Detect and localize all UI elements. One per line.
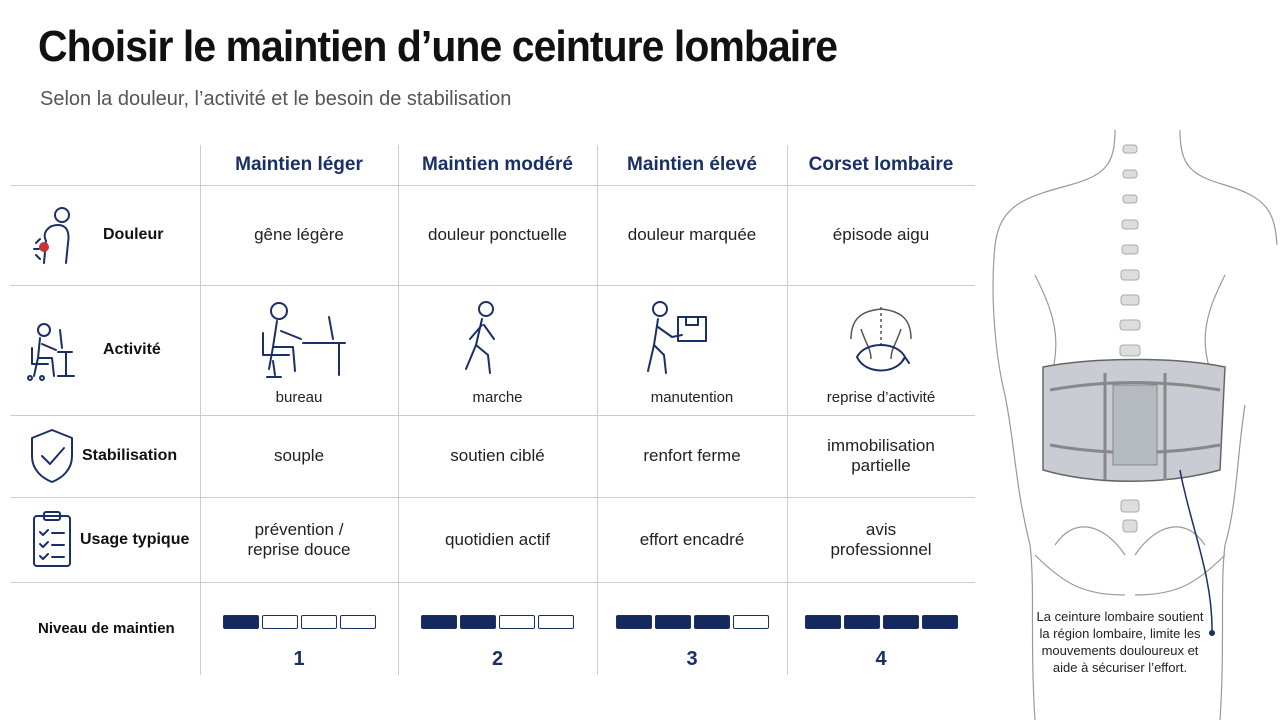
level-segment — [804, 615, 841, 629]
level-segment — [654, 615, 691, 629]
activity-icon — [850, 307, 912, 372]
column-divider — [398, 145, 399, 675]
level-segment — [261, 615, 298, 629]
column-header: Corset lombaire — [808, 154, 954, 175]
level-number: 1 — [293, 648, 305, 670]
level-segment — [921, 615, 958, 629]
row-label: Douleur — [103, 226, 164, 243]
level-segment — [693, 615, 730, 629]
back-illustration — [992, 129, 1278, 720]
cell: gêne légère — [254, 225, 344, 244]
level-number: 3 — [686, 648, 698, 670]
column-header: Maintien modéré — [422, 154, 573, 175]
column-divider — [597, 145, 598, 675]
level-segment — [222, 615, 259, 629]
row-label: Usage typique — [80, 530, 190, 548]
caption: La ceinture lombaire soutient la région … — [1036, 609, 1204, 675]
cell: immobilisation partielle — [827, 436, 935, 475]
cell: effort encadré — [639, 529, 745, 549]
level-segment — [499, 615, 535, 629]
cell: renfort ferme — [643, 446, 741, 465]
cell: souple — [273, 446, 325, 465]
row-icon — [31, 429, 73, 483]
activity-icon — [647, 301, 707, 374]
row-label: Stabilisation — [82, 447, 178, 464]
level-segment — [460, 615, 496, 629]
row-divider — [10, 185, 975, 186]
row-divider — [10, 582, 975, 583]
row-divider — [10, 415, 975, 416]
cell: soutien ciblé — [450, 446, 545, 465]
cell: douleur ponctuelle — [428, 225, 567, 244]
row-divider — [10, 497, 975, 498]
row-label: Activité — [103, 341, 161, 358]
cell: douleur marquée — [627, 225, 757, 244]
row-icon — [27, 323, 75, 381]
cell: manutention — [650, 388, 734, 406]
row-icon — [33, 207, 70, 264]
column-header: Maintien léger — [235, 154, 363, 175]
cell: quotidien actif — [445, 529, 550, 549]
level-segment — [421, 615, 457, 629]
cell: épisode aigu — [832, 225, 930, 244]
level-segment — [732, 615, 769, 629]
title: Choisir le maintien d’une ceinture lomba… — [38, 22, 838, 71]
column-divider — [787, 145, 788, 675]
level-number: 2 — [491, 648, 504, 670]
column-header: Maintien élevé — [627, 154, 757, 175]
level-segment — [300, 615, 337, 629]
level-segment — [615, 615, 652, 629]
activity-icon — [262, 302, 346, 378]
level-number: 4 — [875, 648, 887, 670]
level-segment — [538, 615, 574, 629]
level-segment — [339, 615, 376, 629]
cell: avis professionnel — [830, 519, 932, 559]
column-divider — [200, 145, 201, 675]
row-icon — [33, 510, 71, 567]
level-segment — [843, 615, 880, 629]
cell: marche — [472, 388, 523, 406]
cell: bureau — [275, 388, 323, 406]
subtitle: Selon la douleur, l’activité et le besoi… — [40, 88, 512, 110]
row-divider — [10, 285, 975, 286]
level-segment — [882, 615, 919, 629]
cell: reprise d’activité — [826, 388, 936, 406]
cell: prévention / reprise douce — [247, 519, 351, 559]
row-label: Niveau de maintien — [38, 619, 175, 637]
activity-icon — [464, 301, 495, 374]
